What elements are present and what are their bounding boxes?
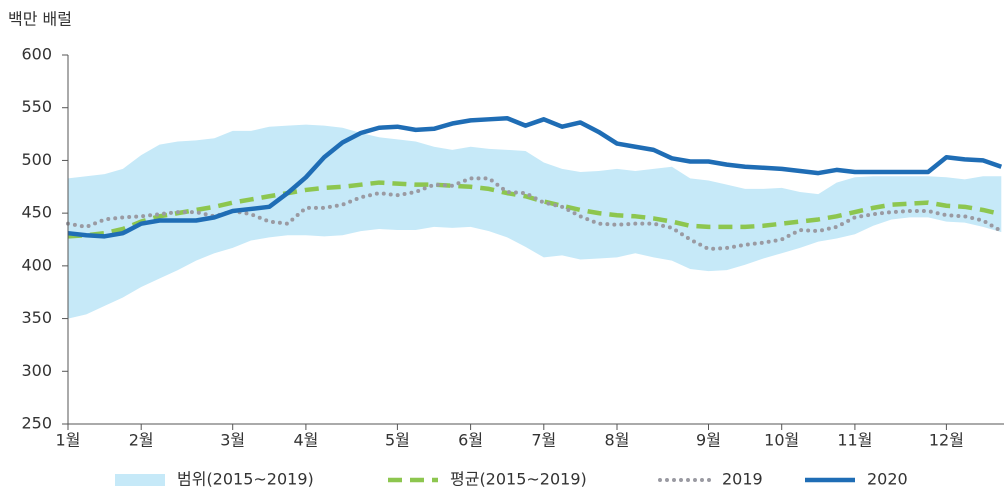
x-tick-label: 5월: [385, 431, 410, 450]
series-line: [67, 116, 1003, 239]
y-tick-label: 450: [21, 203, 52, 222]
y-tick-label: 500: [21, 150, 52, 169]
x-tick-label: 9월: [696, 431, 721, 450]
legend-label: 2019: [722, 470, 763, 489]
y-axis-label: 백만 배럴: [8, 10, 72, 29]
legend-swatch: [115, 474, 165, 486]
series-line: [66, 176, 1004, 251]
x-tick-label: 2월: [129, 431, 154, 450]
legend-label: 범위(2015~2019): [177, 470, 314, 489]
range-band: [68, 124, 1002, 319]
y-tick-label: 350: [21, 308, 52, 327]
x-tick-label: 1월: [56, 431, 81, 450]
y-tick-label: 400: [21, 255, 52, 274]
x-tick-label: 7월: [531, 431, 556, 450]
x-tick-label: 8월: [605, 431, 630, 450]
x-tick-label: 10월: [764, 431, 799, 450]
legend-label: 2020: [867, 470, 908, 489]
y-tick-label: 550: [21, 97, 52, 116]
x-tick-label: 4월: [293, 431, 318, 450]
x-tick-label: 6월: [458, 431, 483, 450]
y-tick-label: 600: [21, 45, 52, 64]
y-tick-label: 250: [21, 414, 52, 433]
y-tick-label: 300: [21, 361, 52, 380]
x-tick-label: 12월: [929, 431, 964, 450]
x-tick-label: 11월: [837, 431, 872, 450]
legend-label: 평균(2015~2019): [450, 470, 587, 489]
x-tick-label: 3월: [220, 431, 245, 450]
